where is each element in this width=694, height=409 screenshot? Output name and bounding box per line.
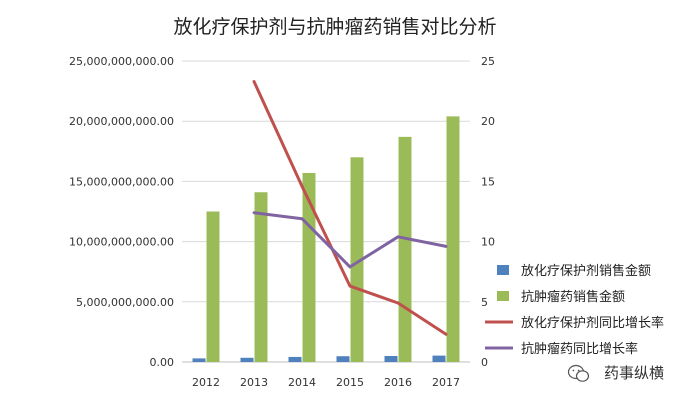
watermark-text: 药事纵横 xyxy=(604,364,664,382)
bar xyxy=(240,357,254,362)
line-series xyxy=(252,80,448,336)
right-tick-label: 25 xyxy=(481,55,495,68)
right-tick-label: 0 xyxy=(481,356,488,369)
left-tick-label: 0.00 xyxy=(150,356,175,369)
bar xyxy=(398,136,412,362)
bar xyxy=(192,358,206,362)
right-tick-label: 20 xyxy=(481,115,495,128)
grid-lines xyxy=(182,60,470,363)
watermark: 药事纵横 xyxy=(567,364,664,382)
bar xyxy=(446,116,460,362)
x-tick-label: 2014 xyxy=(288,376,316,389)
legend-swatch xyxy=(497,291,509,301)
left-tick-label: 15,000,000,000.00 xyxy=(69,175,174,188)
legend-label: 抗肿瘤药同比增长率 xyxy=(521,341,638,357)
x-tick-label: 2016 xyxy=(384,376,412,389)
series-line xyxy=(252,80,448,336)
legend-swatch xyxy=(497,265,509,275)
x-axis: 2012 2013 2014 2015 2016 2017 xyxy=(192,376,460,389)
right-tick-label: 5 xyxy=(481,296,488,309)
right-tick-label: 10 xyxy=(481,236,495,249)
left-tick-label: 10,000,000,000.00 xyxy=(69,236,174,249)
chart-title: 放化疗保护剂与抗肿瘤药销售对比分析 xyxy=(173,16,496,38)
left-axis: 0.00 5,000,000,000.00 10,000,000,000.00 15,… xyxy=(69,55,174,369)
bar xyxy=(384,355,398,362)
left-tick-label: 25,000,000,000.00 xyxy=(69,55,174,68)
bar xyxy=(350,157,364,362)
legend-label: 放化疗保护剂同比增长率 xyxy=(521,315,664,331)
bar xyxy=(206,211,220,362)
x-tick-label: 2013 xyxy=(240,376,268,389)
bar xyxy=(288,356,302,362)
x-tick-label: 2015 xyxy=(336,376,364,389)
bar xyxy=(302,172,316,362)
right-axis: 0 5 10 15 20 25 xyxy=(481,55,495,369)
bar xyxy=(432,355,446,362)
x-tick-label: 2017 xyxy=(432,376,460,389)
left-tick-label: 5,000,000,000.00 xyxy=(76,296,174,309)
legend-label: 放化疗保护剂销售金额 xyxy=(521,263,651,279)
wechat-icon xyxy=(567,364,590,382)
left-tick-label: 20,000,000,000.00 xyxy=(69,115,174,128)
right-tick-label: 15 xyxy=(481,175,495,188)
series-line xyxy=(252,211,448,269)
bar xyxy=(336,356,350,362)
bar xyxy=(254,192,268,362)
x-tick-label: 2012 xyxy=(192,376,220,389)
legend-label: 抗肿瘤药销售金额 xyxy=(521,289,625,305)
